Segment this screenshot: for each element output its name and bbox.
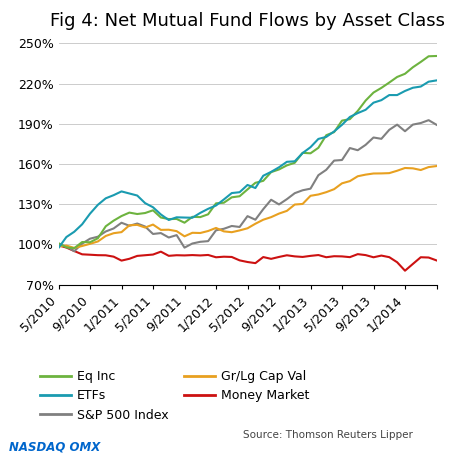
Text: NASDAQ OMX: NASDAQ OMX [9,441,100,454]
Title: Fig 4: Net Mutual Fund Flows by Asset Class: Fig 4: Net Mutual Fund Flows by Asset Cl… [50,11,445,30]
Legend: Eq Inc, ETFs, S&P 500 Index, Gr/Lg Cap Val, Money Market: Eq Inc, ETFs, S&P 500 Index, Gr/Lg Cap V… [35,365,315,427]
Text: Source: Thomson Reuters Lipper: Source: Thomson Reuters Lipper [243,430,413,440]
